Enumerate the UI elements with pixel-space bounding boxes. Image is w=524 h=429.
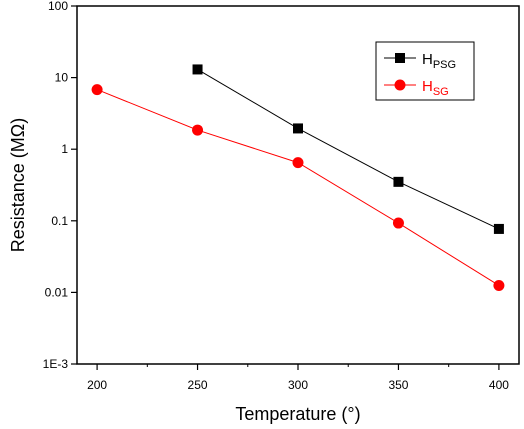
legend: HPSG HSG — [375, 41, 475, 101]
legend-marker — [394, 79, 406, 91]
series-line — [197, 69, 500, 230]
data-point — [292, 157, 304, 169]
legend-box — [375, 41, 475, 101]
x-tick-label: 400 — [489, 378, 509, 392]
y-tick-label: 0.1 — [51, 214, 68, 228]
y-tick-label: 1 — [61, 142, 68, 156]
data-point — [293, 123, 303, 134]
series-h-psg — [192, 64, 504, 234]
x-tick-label: 250 — [188, 378, 208, 392]
y-tick-label: 100 — [48, 0, 68, 13]
series-h-sg — [91, 84, 505, 291]
data-point — [192, 64, 203, 75]
x-tick-label: 200 — [87, 378, 107, 392]
legend-marker — [395, 53, 405, 63]
data-point — [493, 279, 505, 291]
y-axis-title: Resistance (MΩ) — [8, 118, 28, 252]
x-tick-label: 350 — [388, 378, 408, 392]
series-layer — [91, 64, 505, 291]
data-point — [91, 84, 103, 96]
legend-label: HPSG — [422, 51, 456, 71]
x-tick-label: 300 — [288, 378, 308, 392]
data-point — [493, 223, 504, 234]
y-tick-label: 0.01 — [45, 285, 69, 299]
data-point — [392, 217, 404, 229]
legend-item: HSG — [384, 78, 449, 98]
x-axis-title: Temperature (°) — [235, 404, 360, 424]
axes: 200 250 300 350 400 1E-3 0.01 0.1 1 10 100 — [43, 0, 520, 392]
legend-label: HSG — [422, 78, 449, 98]
data-point — [393, 176, 404, 187]
series-line — [96, 89, 500, 286]
data-point — [192, 124, 204, 136]
y-tick-label: 1E-3 — [43, 357, 69, 371]
legend-item: HPSG — [384, 51, 456, 71]
y-tick-label: 10 — [55, 71, 69, 85]
